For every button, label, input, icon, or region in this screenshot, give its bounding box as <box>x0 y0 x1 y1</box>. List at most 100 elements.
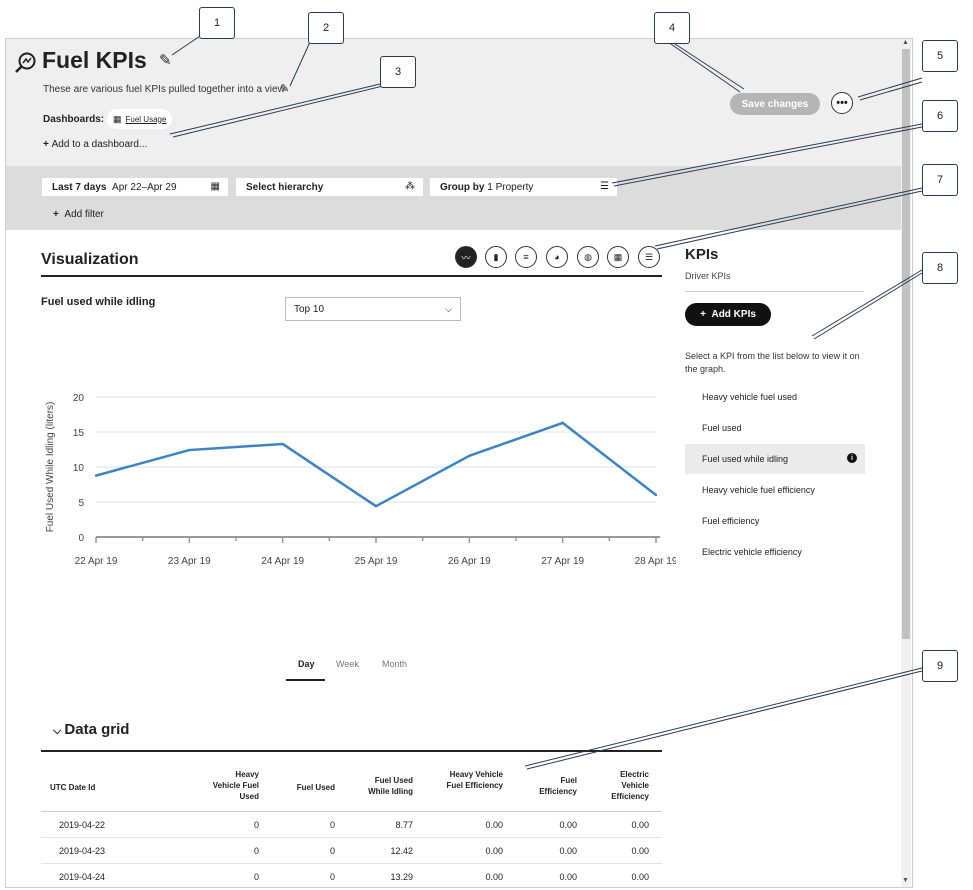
callout-3: 3 <box>380 56 416 88</box>
x-tick-label: 28 Apr 19 <box>635 556 676 567</box>
kpi-list-item[interactable]: Fuel efficiency <box>685 506 865 536</box>
tab-week[interactable]: Week <box>336 659 359 669</box>
edit-title-icon[interactable]: ✎ <box>159 52 172 69</box>
scroll-up-icon[interactable]: ▲ <box>902 39 909 46</box>
line-chart-button[interactable]: 〰 <box>455 246 477 268</box>
table-cell: 13.29 <box>390 872 413 882</box>
plus-icon: + <box>43 139 52 150</box>
y-axis-label: Fuel Used While Idling (liters) <box>45 402 56 533</box>
scrollbar-thumb[interactable] <box>902 49 910 639</box>
table-row[interactable]: 2019-04-24 0 0 13.29 0.00 0.00 0.00 <box>41 863 662 887</box>
list-icon: ☰ <box>600 181 609 192</box>
table-icon: ▦ <box>613 251 623 262</box>
table-row[interactable]: 2019-04-22 0 0 8.77 0.00 0.00 0.00 <box>41 811 662 838</box>
page-subtitle: These are various fuel KPIs pulled toget… <box>43 84 285 95</box>
callout-2: 2 <box>308 12 344 44</box>
x-tick-label: 27 Apr 19 <box>541 556 584 567</box>
table-cell: 0 <box>329 820 335 830</box>
kpi-item-label: Fuel used <box>702 423 742 433</box>
divider <box>41 750 662 752</box>
scroll-down-icon[interactable]: ▼ <box>902 877 909 884</box>
x-tick-label: 25 Apr 19 <box>355 556 398 567</box>
table-button[interactable]: ▦ <box>607 246 629 268</box>
table-cell: 0.00 <box>559 846 577 856</box>
edit-subtitle-icon[interactable]: ✎ <box>280 83 290 95</box>
data-point <box>94 474 98 477</box>
table-cell: 0.00 <box>559 820 577 830</box>
column-header[interactable]: UTC Date Id <box>50 783 96 792</box>
kpi-list-item[interactable]: Heavy vehicle fuel used <box>685 382 865 412</box>
kpi-list-item[interactable]: Heavy vehicle fuel efficiency <box>685 475 865 505</box>
dashboards-label: Dashboards: <box>43 114 105 125</box>
column-header[interactable]: Electric Vehicle Efficiency <box>611 770 649 801</box>
callout-1: 1 <box>199 7 235 39</box>
dashboard-pill[interactable]: ▦ Fuel Usage <box>107 109 173 129</box>
x-tick-label: 26 Apr 19 <box>448 556 491 567</box>
table-row[interactable]: 2019-04-23 0 0 12.42 0.00 0.00 0.00 <box>41 837 662 864</box>
y-tick-label: 0 <box>78 533 84 544</box>
save-changes-button[interactable]: Save changes <box>730 93 820 115</box>
kpi-list-item[interactable]: Electric vehicle efficiency <box>685 537 865 567</box>
kpi-item-label: Fuel efficiency <box>702 516 760 526</box>
divider <box>41 275 662 277</box>
map-button[interactable]: ◍ <box>577 246 599 268</box>
kpi-item-label: Electric vehicle efficiency <box>702 547 802 557</box>
add-to-dashboard-link[interactable]: + Add to a dashboard... <box>43 139 147 150</box>
column-header[interactable]: Heavy Vehicle Fuel Efficiency <box>446 770 503 790</box>
bar-chart-button[interactable]: ▮ <box>485 246 507 268</box>
data-point <box>561 421 564 425</box>
column-header[interactable]: Heavy Vehicle Fuel Used <box>212 770 259 801</box>
top-n-value: Top 10 <box>294 303 325 315</box>
data-point <box>374 505 378 508</box>
callout-7: 7 <box>922 164 958 196</box>
dashboard-icon: ▦ <box>113 113 122 124</box>
table-cell: 0.00 <box>485 820 503 830</box>
y-tick-label: 5 <box>78 498 84 509</box>
tab-month[interactable]: Month <box>382 659 408 669</box>
data-grid-toggle[interactable]: ⌵ Data grid <box>53 721 129 738</box>
chart-title: Fuel used while idling <box>41 296 156 308</box>
tab-day[interactable]: Day <box>298 659 315 669</box>
x-tick-label: 24 Apr 19 <box>261 556 304 567</box>
calendar-icon: ▦ <box>210 181 220 192</box>
visualization-title: Visualization <box>41 251 139 268</box>
table-cell: 2019-04-22 <box>59 820 106 830</box>
table-cell: 2019-04-24 <box>59 872 106 882</box>
data-grid-title: Data grid <box>64 721 130 738</box>
add-kpis-button[interactable]: + Add KPIs <box>685 303 771 326</box>
info-icon[interactable]: i <box>847 453 857 463</box>
kpi-panel-title: KPIs <box>685 246 719 263</box>
table-cell: 0.00 <box>559 872 577 882</box>
horizontal-bar-button[interactable]: ≡ <box>515 246 537 268</box>
vertical-scrollbar[interactable]: ▲ ▼ <box>901 39 911 887</box>
line-chart: 0 5 10 15 20 22 Apr 19 23 Apr 19 24 Apr 19 25 Ap… <box>45 393 676 567</box>
column-header[interactable]: Fuel Used While Idling <box>368 776 413 796</box>
hierarchy-label: Select hierarchy <box>246 181 324 193</box>
table-cell: 12.42 <box>390 846 413 856</box>
filter-bar: Last 7 days Apr 22–Apr 29 ▦ Select hiera… <box>6 166 901 230</box>
hierarchy-filter[interactable]: Select hierarchy ⁂ <box>236 178 423 196</box>
kpi-list-item[interactable]: Fuel used while idling i <box>685 444 865 474</box>
date-range-value: Apr 22–Apr 29 <box>112 181 177 193</box>
column-header[interactable]: Fuel Used <box>296 783 335 792</box>
pie-chart-button[interactable]: ◕ <box>546 246 568 268</box>
add-to-dashboard-label: Add to a dashboard... <box>51 139 148 150</box>
date-range-filter[interactable]: Last 7 days Apr 22–Apr 29 ▦ <box>42 178 228 196</box>
table-cell: 0.00 <box>485 872 503 882</box>
more-options-button[interactable]: ••• <box>831 92 853 114</box>
dashboard-pill-label: Fuel Usage <box>125 114 167 124</box>
add-filter-label: Add filter <box>64 209 104 220</box>
group-by-filter[interactable]: Group by 1 Property ☰ <box>430 178 617 196</box>
kpi-list-item[interactable]: Fuel used <box>685 413 865 443</box>
add-filter-link[interactable]: + Add filter <box>53 209 104 220</box>
top-n-select[interactable]: Top 10 ⌵ <box>285 297 461 321</box>
column-header[interactable]: Fuel Efficiency <box>539 776 577 796</box>
data-point <box>188 448 191 452</box>
x-tick-label: 22 Apr 19 <box>75 556 118 567</box>
list-view-button[interactable]: ☰ <box>638 246 660 268</box>
kpi-panel-subtitle: Driver KPIs <box>685 271 731 281</box>
add-kpis-label: Add KPIs <box>711 309 756 320</box>
view-header: Fuel KPIs ✎ These are various fuel KPIs … <box>6 39 901 166</box>
table-cell: 0 <box>253 872 259 882</box>
kpi-hint: Select a KPI from the list below to view… <box>685 351 860 374</box>
